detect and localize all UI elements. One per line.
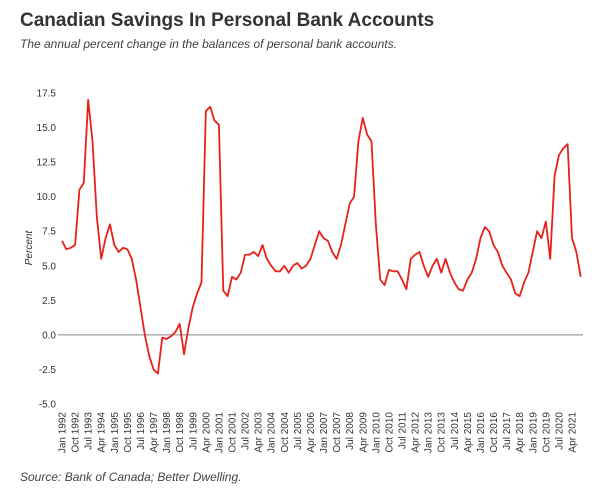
x-tick-label: Jul 2020 xyxy=(554,412,565,450)
x-tick-label: Apr 1994 xyxy=(97,412,108,453)
y-tick-label: -5.0 xyxy=(39,400,57,411)
x-tick-label: Apr 2021 xyxy=(568,412,579,453)
x-tick-label: Jan 2007 xyxy=(319,412,330,454)
x-tick-label: Oct 2016 xyxy=(489,412,500,453)
x-tick-label: Jul 1996 xyxy=(136,412,147,450)
y-tick-label: 15.0 xyxy=(37,123,57,134)
x-tick-label: Jan 2016 xyxy=(476,412,487,454)
y-tick-label: 12.5 xyxy=(37,158,57,169)
y-tick-label: 7.5 xyxy=(42,227,56,238)
chart-subtitle: The annual percent change in the balance… xyxy=(20,37,397,51)
x-tick-label: Apr 2015 xyxy=(463,412,474,453)
chart-title: Canadian Savings In Personal Bank Accoun… xyxy=(20,10,434,31)
x-tick-label: Jul 1999 xyxy=(188,412,199,450)
y-tick-label: 5.0 xyxy=(42,261,56,272)
x-tick-label: Oct 2007 xyxy=(332,412,343,453)
x-tick-label: Oct 2010 xyxy=(384,412,395,453)
x-tick-label: Jan 2019 xyxy=(528,412,539,454)
y-tick-label: 17.5 xyxy=(37,89,57,100)
x-tick-label: Oct 2001 xyxy=(228,412,239,453)
x-tick-label: Oct 2004 xyxy=(280,412,291,453)
x-tick-label: Apr 2018 xyxy=(515,412,526,453)
x-tick-label: Oct 1995 xyxy=(123,412,134,453)
x-tick-label: Apr 2000 xyxy=(201,412,212,453)
y-tick-label: 0.0 xyxy=(42,330,56,341)
x-tick-label: Jul 2008 xyxy=(345,412,356,450)
y-tick-label: 2.5 xyxy=(42,296,56,307)
x-tick-label: Oct 2013 xyxy=(437,412,448,453)
x-tick-label: Jan 2010 xyxy=(371,412,382,454)
x-tick-label: Jul 2014 xyxy=(450,412,461,450)
x-tick-label: Jan 1995 xyxy=(110,412,121,454)
x-tick-label: Jul 2002 xyxy=(241,412,252,450)
x-tick-label: Jan 1998 xyxy=(162,412,173,454)
x-tick-label: Oct 1998 xyxy=(175,412,186,453)
x-tick-label: Apr 2006 xyxy=(306,412,317,453)
x-tick-label: Jan 1992 xyxy=(58,412,69,454)
x-tick-label: Apr 1997 xyxy=(149,412,160,453)
y-tick-label: 10.0 xyxy=(37,192,57,203)
source-note: Source: Bank of Canada; Better Dwelling. xyxy=(20,470,241,484)
x-tick-label: Jul 2017 xyxy=(502,412,513,450)
x-tick-label: Oct 1992 xyxy=(71,412,82,453)
x-tick-label: Jan 2001 xyxy=(214,412,225,454)
data-line xyxy=(61,99,582,375)
x-tick-label: Jul 2005 xyxy=(293,412,304,450)
x-tick-label: Apr 2009 xyxy=(358,412,369,453)
x-tick-label: Apr 2003 xyxy=(254,412,265,453)
x-tick-label: Jul 2011 xyxy=(398,412,409,450)
x-tick-label: Apr 2012 xyxy=(411,412,422,453)
x-tick-label: Jan 2013 xyxy=(424,412,435,454)
y-axis-label: Percent xyxy=(24,230,35,266)
x-tick-label: Jul 1993 xyxy=(84,412,95,450)
x-tick-label: Oct 2019 xyxy=(541,412,552,453)
y-tick-label: -2.5 xyxy=(39,365,57,376)
x-tick-label: Jan 2004 xyxy=(267,412,278,454)
